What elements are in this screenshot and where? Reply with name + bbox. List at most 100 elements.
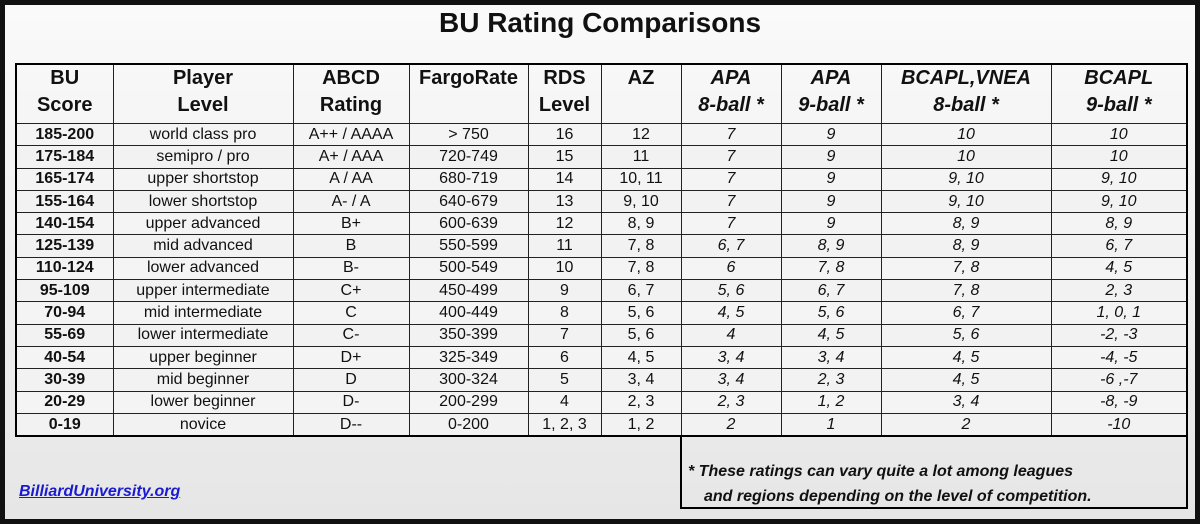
cell: lower intermediate — [112, 323, 294, 347]
cell: 5, 6 — [780, 301, 882, 325]
cell: upper beginner — [112, 345, 294, 370]
cell: -6 ,-7 — [1050, 368, 1188, 392]
cell: 7, 8 — [780, 256, 882, 281]
cell: 5, 6 — [600, 301, 682, 325]
cell: 6 — [680, 256, 782, 281]
cell: 3, 4 — [680, 368, 782, 392]
cell: 2, 3 — [600, 390, 682, 414]
cell: 10, 11 — [600, 167, 682, 191]
cell: 20-29 — [15, 390, 114, 414]
table-row: 40-54 upper beginner D+ 325-349 6 4, 5 3, 4 3, … — [15, 345, 1188, 370]
cell: 14 — [527, 167, 602, 191]
cell: 10 — [1050, 145, 1188, 169]
cell: 4, 5 — [600, 345, 682, 370]
cell: 140-154 — [15, 212, 114, 236]
cell: 9 — [780, 167, 882, 191]
cell: mid beginner — [112, 368, 294, 392]
cell: 5 — [527, 368, 602, 392]
cell: 4, 5 — [880, 368, 1052, 392]
cell: 7, 8 — [600, 256, 682, 281]
header-line: RDS — [543, 67, 586, 89]
cell: 9, 10 — [1050, 189, 1188, 214]
cell: 9, 10 — [880, 189, 1052, 214]
header-cell: ABCD Rating — [292, 63, 410, 124]
cell: 4, 5 — [780, 323, 882, 347]
cell: 70-94 — [15, 301, 114, 325]
header-line: BU — [50, 67, 80, 89]
cell: 6, 7 — [1050, 234, 1188, 258]
cell: 8, 9 — [880, 234, 1052, 258]
cell: 3, 4 — [780, 345, 882, 370]
cell: 175-184 — [15, 145, 114, 169]
cell: 55-69 — [15, 323, 114, 347]
rating-table: BU Score Player Level ABCD Rating FargoRate RDS… — [15, 63, 1188, 438]
header-cell: APA 8-ball * — [680, 63, 782, 124]
table-row: 125-139 mid advanced B 550-599 11 7, 8 6, 7 8, … — [15, 234, 1188, 258]
header-line: APA — [810, 67, 852, 89]
cell: > 750 — [408, 122, 529, 147]
cell: 9, 10 — [1050, 167, 1188, 191]
cell: 1, 0, 1 — [1050, 301, 1188, 325]
cell: 7 — [680, 212, 782, 236]
cell: 350-399 — [408, 323, 529, 347]
cell: 11 — [600, 145, 682, 169]
cell: 0-200 — [408, 412, 529, 437]
header-line: 9-ball * — [798, 94, 864, 116]
cell: 12 — [600, 122, 682, 147]
header-line: BCAPL — [1084, 67, 1154, 89]
cell: 9 — [780, 122, 882, 147]
cell: 4 — [527, 390, 602, 414]
header-cell: BCAPL,VNEA 8-ball * — [880, 63, 1052, 124]
cell: 2, 3 — [680, 390, 782, 414]
cell: 4, 5 — [1050, 256, 1188, 281]
header-cell: BCAPL 9-ball * — [1050, 63, 1188, 124]
cell: 2 — [880, 412, 1052, 437]
cell: A / AA — [292, 167, 410, 191]
cell: lower advanced — [112, 256, 294, 281]
cell: 600-639 — [408, 212, 529, 236]
cell: 15 — [527, 145, 602, 169]
cell: 9 — [780, 189, 882, 214]
cell: 8, 9 — [600, 212, 682, 236]
cell: -2, -3 — [1050, 323, 1188, 347]
cell: 5, 6 — [600, 323, 682, 347]
cell: 4, 5 — [680, 301, 782, 325]
cell: -10 — [1050, 412, 1188, 437]
cell: 7, 8 — [600, 234, 682, 258]
cell: 3, 4 — [880, 390, 1052, 414]
table-row: 20-29 lower beginner D- 200-299 4 2, 3 2, 3 1, … — [15, 390, 1188, 414]
cell: 2 — [680, 412, 782, 437]
cell: 9 — [780, 145, 882, 169]
cell: 640-679 — [408, 189, 529, 214]
cell: 185-200 — [15, 122, 114, 147]
cell: 9, 10 — [880, 167, 1052, 191]
cell: -8, -9 — [1050, 390, 1188, 414]
header-line: ABCD — [322, 67, 380, 89]
cell: lower beginner — [112, 390, 294, 414]
cell: D — [292, 368, 410, 392]
cell: 6, 7 — [780, 279, 882, 303]
table-row: 175-184 semipro / pro A+ / AAA 720-749 15 11 7… — [15, 145, 1188, 169]
cell: mid intermediate — [112, 301, 294, 325]
table-row: 155-164 lower shortstop A- / A 640-679 13 9, … — [15, 189, 1188, 214]
cell: 95-109 — [15, 279, 114, 303]
table-row: 55-69 lower intermediate C- 350-399 7 5, 6 4 4,… — [15, 323, 1188, 347]
cell: 125-139 — [15, 234, 114, 258]
cell: 200-299 — [408, 390, 529, 414]
cell: 7, 8 — [880, 256, 1052, 281]
cell: 165-174 — [15, 167, 114, 191]
cell: -4, -5 — [1050, 345, 1188, 370]
cell: 7 — [680, 122, 782, 147]
cell: B+ — [292, 212, 410, 236]
cell: 5, 6 — [680, 279, 782, 303]
cell: 155-164 — [15, 189, 114, 214]
cell: 4 — [680, 323, 782, 347]
cell: D-- — [292, 412, 410, 437]
title: BU Rating Comparisons — [438, 7, 762, 38]
header-line: APA — [710, 67, 752, 89]
cell: 3, 4 — [600, 368, 682, 392]
cell: lower shortstop — [112, 189, 294, 214]
cell: C — [292, 301, 410, 325]
website-link[interactable]: BilliardUniversity.org — [19, 483, 181, 500]
cell: 325-349 — [408, 345, 529, 370]
